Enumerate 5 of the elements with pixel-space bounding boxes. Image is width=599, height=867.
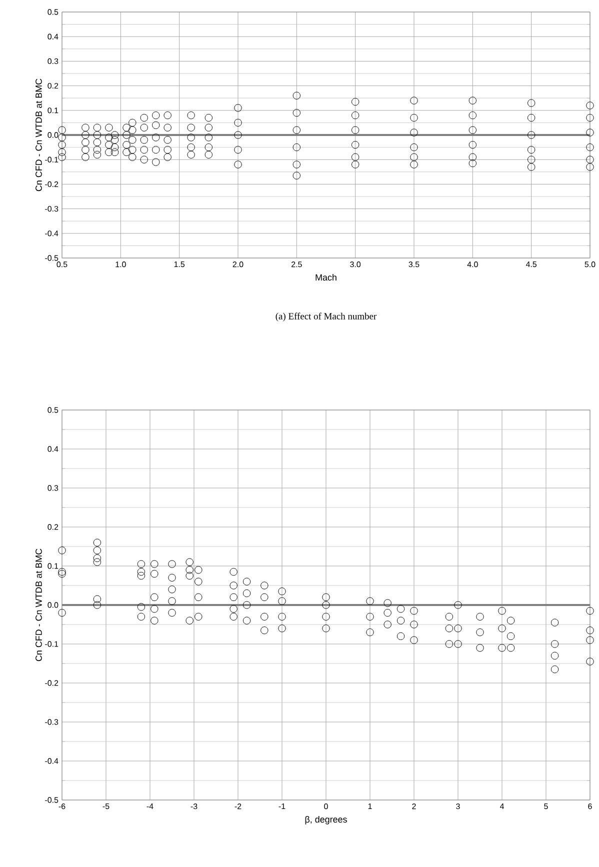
text: (a) Effect of Mach number — [276, 312, 377, 322]
y-axis-title: Cn CFD - Cn WTDB at BMC — [36, 548, 42, 662]
x-axis-title: β, degrees — [305, 816, 348, 824]
y-axis-title: Cn CFD - Cn WTDB at BMC — [36, 78, 42, 192]
x-axis-title: Mach — [316, 274, 336, 281]
